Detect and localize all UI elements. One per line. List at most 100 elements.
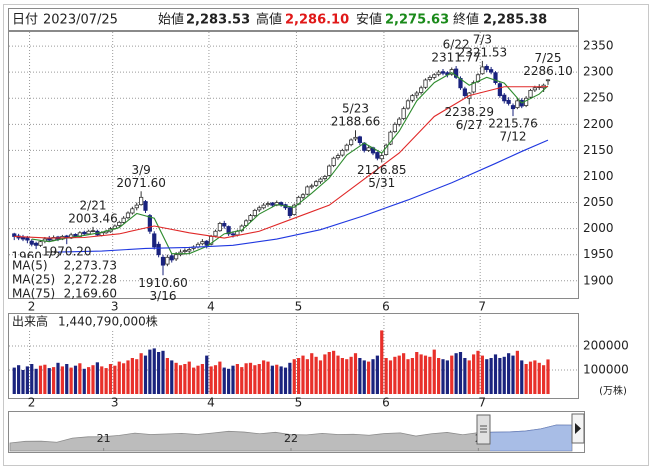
candle-body <box>532 87 537 91</box>
candle-body <box>322 176 327 179</box>
y-tick-label: 2200 <box>583 117 614 131</box>
candle-body <box>414 92 419 96</box>
volume-bar <box>69 367 73 394</box>
volume-bar <box>480 355 484 394</box>
x-tick-label: 3 <box>111 396 119 410</box>
volume-bar <box>332 350 336 394</box>
candle-body <box>462 88 467 97</box>
volume-bar <box>305 359 309 394</box>
volume-bar <box>511 355 515 394</box>
chart-layer: 1900 1950 2000 2050 2100 2150 2200 2250 2300 2350… <box>9 32 629 452</box>
volume-bar <box>126 360 130 394</box>
candle-body <box>510 105 516 110</box>
volume-bar <box>100 366 104 394</box>
volume-bar <box>152 348 156 394</box>
annotation-date: 2/21 <box>80 198 107 212</box>
candle-body <box>204 240 209 246</box>
volume-bar <box>231 365 235 394</box>
volume-bar <box>498 358 502 394</box>
candle-body <box>314 181 319 186</box>
annotation-price: 1910.60 <box>138 276 188 290</box>
volume-bar <box>174 362 178 394</box>
volume-bar <box>170 360 174 394</box>
volume-bar <box>288 362 292 394</box>
legend-value: 2,272.28 <box>64 273 117 287</box>
candle-body <box>160 256 166 266</box>
volume-bar <box>139 353 143 394</box>
candle-body <box>528 90 533 98</box>
moving-average-line <box>31 72 549 255</box>
volume-bar <box>117 361 121 394</box>
volume-bar <box>222 367 226 394</box>
volume-bar <box>441 359 445 394</box>
volume-bar <box>310 353 314 394</box>
volume-bar <box>165 358 169 394</box>
candle-body <box>169 255 174 261</box>
volume-bar <box>38 365 43 394</box>
candle-body <box>388 131 393 145</box>
volume-panel <box>8 313 579 399</box>
volume-bar <box>266 361 270 394</box>
candle-body <box>480 66 485 75</box>
x-tick-label: 2 <box>28 396 36 410</box>
price-panel <box>8 31 579 299</box>
volume-bar <box>297 358 301 394</box>
volume-bar <box>472 354 476 394</box>
volume-bar <box>493 354 498 394</box>
annotation-price: 2071.60 <box>116 176 166 190</box>
candle-body <box>545 79 551 82</box>
candle-body <box>327 165 332 176</box>
candle-body <box>34 242 39 246</box>
volume-bar <box>148 349 152 394</box>
candle-body <box>252 209 257 216</box>
y-tick-label: 200000 <box>583 339 629 353</box>
x-tick-label: 7 <box>478 300 486 314</box>
legend-value: 2,169.60 <box>64 287 117 301</box>
volume-bar <box>502 356 506 394</box>
candle-body <box>270 202 275 206</box>
date-label: 日付 <box>12 13 38 28</box>
volume-bar <box>323 354 327 394</box>
volume-bar <box>227 368 231 394</box>
candle-body <box>506 99 511 104</box>
y-tick-label: 1900 <box>583 273 614 287</box>
candle-body <box>248 215 253 221</box>
navigator-selected-area <box>490 424 572 451</box>
candle-body <box>279 202 284 206</box>
candle-body <box>86 230 91 235</box>
volume-bar <box>528 361 533 394</box>
x-tick-label: 6 <box>382 396 390 410</box>
volume-bar <box>450 355 454 394</box>
candle-body <box>379 155 384 160</box>
candle-body <box>471 82 476 93</box>
volume-bar <box>143 355 148 394</box>
volume-bar <box>292 359 296 394</box>
high-value: 2,286.10 <box>285 13 349 28</box>
volume-bar <box>157 352 161 394</box>
candle-body <box>226 226 231 235</box>
candle-body <box>130 208 135 214</box>
candle-body <box>121 217 126 223</box>
y-tick-label: 2350 <box>583 39 614 53</box>
candle-body <box>230 233 236 236</box>
annotation-price: 2126.85 <box>357 163 407 177</box>
legend-name: MA(5) <box>12 259 48 273</box>
legend-box <box>9 258 119 298</box>
annotation-price: 2003.46 <box>68 211 118 225</box>
volume-title: 出来高 <box>12 314 48 329</box>
candle-body <box>152 233 157 248</box>
candle-body <box>493 72 498 83</box>
volume-bar <box>349 356 353 394</box>
volume-bar <box>196 365 200 394</box>
annotation-price: 1970.20 <box>42 245 92 259</box>
candle-body <box>257 207 262 211</box>
volume-bar <box>314 356 318 394</box>
volume-bar <box>318 360 323 394</box>
candle-body <box>419 87 424 93</box>
volume-bar <box>244 363 248 394</box>
high-label: 高値 <box>256 12 282 28</box>
volume-bar <box>104 368 108 394</box>
volume-bar <box>542 365 546 394</box>
volume-bar <box>467 360 471 394</box>
